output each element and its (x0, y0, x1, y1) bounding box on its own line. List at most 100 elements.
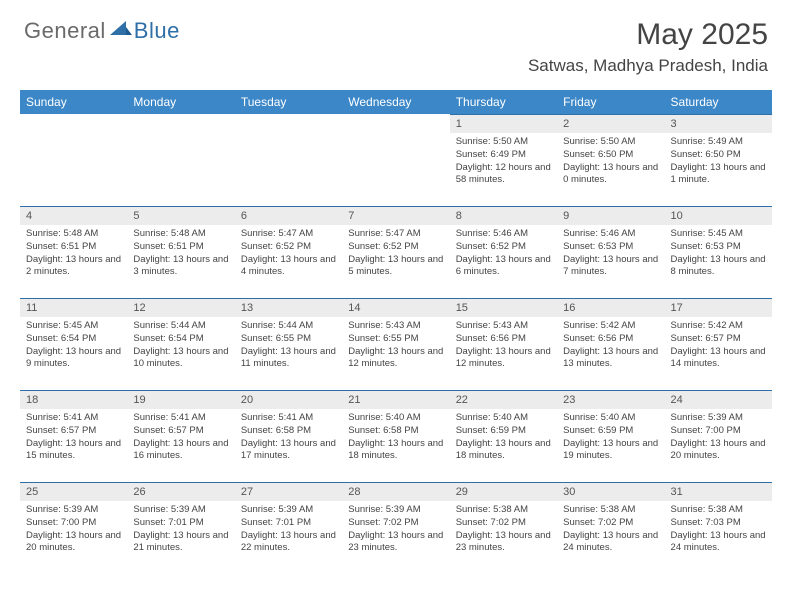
sunrise-line: Sunrise: 5:39 AM (348, 504, 420, 515)
sunset-line: Sunset: 7:00 PM (26, 517, 96, 528)
sunrise-line: Sunrise: 5:47 AM (348, 228, 420, 239)
sunrise-line: Sunrise: 5:42 AM (563, 320, 635, 331)
calendar-cell: 4Sunrise: 5:48 AMSunset: 6:51 PMDaylight… (20, 206, 127, 298)
sunset-line: Sunset: 7:02 PM (348, 517, 418, 528)
sunrise-line: Sunrise: 5:40 AM (348, 412, 420, 423)
day-number: 25 (20, 482, 127, 501)
daylight-line: Daylight: 13 hours and 24 minutes. (671, 530, 766, 554)
day-number: 30 (557, 482, 664, 501)
sunrise-line: Sunrise: 5:38 AM (671, 504, 743, 515)
sunrise-line: Sunrise: 5:47 AM (241, 228, 313, 239)
daylight-line: Daylight: 13 hours and 5 minutes. (348, 254, 443, 278)
calendar-cell: 12Sunrise: 5:44 AMSunset: 6:54 PMDayligh… (127, 298, 234, 390)
day-details: Sunrise: 5:46 AMSunset: 6:52 PMDaylight:… (450, 225, 557, 285)
day-number (342, 114, 449, 132)
daylight-line: Daylight: 13 hours and 11 minutes. (241, 346, 336, 370)
calendar-cell (235, 114, 342, 206)
sunset-line: Sunset: 6:59 PM (456, 425, 526, 436)
day-number: 19 (127, 390, 234, 409)
day-number: 21 (342, 390, 449, 409)
day-details: Sunrise: 5:44 AMSunset: 6:55 PMDaylight:… (235, 317, 342, 377)
day-number: 6 (235, 206, 342, 225)
calendar-cell: 5Sunrise: 5:48 AMSunset: 6:51 PMDaylight… (127, 206, 234, 298)
sunrise-line: Sunrise: 5:45 AM (671, 228, 743, 239)
day-number: 1 (450, 114, 557, 133)
sunset-line: Sunset: 6:50 PM (563, 149, 633, 160)
calendar-cell: 30Sunrise: 5:38 AMSunset: 7:02 PMDayligh… (557, 482, 664, 574)
sunset-line: Sunset: 6:56 PM (456, 333, 526, 344)
calendar-cell: 1Sunrise: 5:50 AMSunset: 6:49 PMDaylight… (450, 114, 557, 206)
day-details: Sunrise: 5:47 AMSunset: 6:52 PMDaylight:… (235, 225, 342, 285)
day-details: Sunrise: 5:48 AMSunset: 6:51 PMDaylight:… (20, 225, 127, 285)
day-details: Sunrise: 5:40 AMSunset: 6:59 PMDaylight:… (450, 409, 557, 469)
sunset-line: Sunset: 6:54 PM (26, 333, 96, 344)
calendar-cell: 11Sunrise: 5:45 AMSunset: 6:54 PMDayligh… (20, 298, 127, 390)
day-number: 16 (557, 298, 664, 317)
day-number: 26 (127, 482, 234, 501)
day-number: 5 (127, 206, 234, 225)
day-number: 10 (665, 206, 772, 225)
day-number: 24 (665, 390, 772, 409)
calendar-cell: 18Sunrise: 5:41 AMSunset: 6:57 PMDayligh… (20, 390, 127, 482)
sunset-line: Sunset: 6:55 PM (348, 333, 418, 344)
sunset-line: Sunset: 6:49 PM (456, 149, 526, 160)
sunset-line: Sunset: 6:53 PM (671, 241, 741, 252)
calendar-week: 11Sunrise: 5:45 AMSunset: 6:54 PMDayligh… (20, 298, 772, 390)
calendar-cell: 25Sunrise: 5:39 AMSunset: 7:00 PMDayligh… (20, 482, 127, 574)
day-details: Sunrise: 5:48 AMSunset: 6:51 PMDaylight:… (127, 225, 234, 285)
calendar-cell: 26Sunrise: 5:39 AMSunset: 7:01 PMDayligh… (127, 482, 234, 574)
day-details: Sunrise: 5:42 AMSunset: 6:57 PMDaylight:… (665, 317, 772, 377)
calendar-cell: 22Sunrise: 5:40 AMSunset: 6:59 PMDayligh… (450, 390, 557, 482)
sunrise-line: Sunrise: 5:44 AM (133, 320, 205, 331)
sunrise-line: Sunrise: 5:42 AM (671, 320, 743, 331)
day-number (235, 114, 342, 132)
sunrise-line: Sunrise: 5:46 AM (563, 228, 635, 239)
day-details: Sunrise: 5:39 AMSunset: 7:01 PMDaylight:… (127, 501, 234, 561)
title-block: May 2025 Satwas, Madhya Pradesh, India (528, 18, 768, 76)
sunrise-line: Sunrise: 5:41 AM (241, 412, 313, 423)
daylight-line: Daylight: 13 hours and 15 minutes. (26, 438, 121, 462)
sunset-line: Sunset: 6:58 PM (241, 425, 311, 436)
calendar-cell: 28Sunrise: 5:39 AMSunset: 7:02 PMDayligh… (342, 482, 449, 574)
day-details: Sunrise: 5:38 AMSunset: 7:02 PMDaylight:… (450, 501, 557, 561)
day-number: 20 (235, 390, 342, 409)
daylight-line: Daylight: 13 hours and 24 minutes. (563, 530, 658, 554)
day-details: Sunrise: 5:45 AMSunset: 6:54 PMDaylight:… (20, 317, 127, 377)
day-number: 7 (342, 206, 449, 225)
sunset-line: Sunset: 7:02 PM (563, 517, 633, 528)
sunrise-line: Sunrise: 5:43 AM (348, 320, 420, 331)
day-header: Saturday (665, 90, 772, 114)
sunset-line: Sunset: 6:52 PM (241, 241, 311, 252)
sunset-line: Sunset: 6:59 PM (563, 425, 633, 436)
daylight-line: Daylight: 13 hours and 19 minutes. (563, 438, 658, 462)
calendar-cell: 13Sunrise: 5:44 AMSunset: 6:55 PMDayligh… (235, 298, 342, 390)
day-details: Sunrise: 5:40 AMSunset: 6:58 PMDaylight:… (342, 409, 449, 469)
calendar-week: 4Sunrise: 5:48 AMSunset: 6:51 PMDaylight… (20, 206, 772, 298)
sunrise-line: Sunrise: 5:43 AM (456, 320, 528, 331)
day-header: Wednesday (342, 90, 449, 114)
sunset-line: Sunset: 6:58 PM (348, 425, 418, 436)
daylight-line: Daylight: 13 hours and 16 minutes. (133, 438, 228, 462)
calendar-cell: 14Sunrise: 5:43 AMSunset: 6:55 PMDayligh… (342, 298, 449, 390)
day-details: Sunrise: 5:39 AMSunset: 7:01 PMDaylight:… (235, 501, 342, 561)
calendar-week: 1 Sunrise: 5:50 AM Sunset: 6:49 PM Daylight… (20, 114, 772, 206)
sunrise-line: Sunrise: 5:38 AM (456, 504, 528, 515)
sunrise-line: Sunrise: 5:48 AM (133, 228, 205, 239)
daylight-line: Daylight: 13 hours and 21 minutes. (133, 530, 228, 554)
daylight-line: Daylight: 12 hours and 58 minutes. (456, 162, 551, 186)
calendar-cell: 10Sunrise: 5:45 AMSunset: 6:53 PMDayligh… (665, 206, 772, 298)
day-details: Sunrise: 5:41 AMSunset: 6:57 PMDaylight:… (127, 409, 234, 469)
daylight-line: Daylight: 13 hours and 17 minutes. (241, 438, 336, 462)
day-details: Sunrise: 5:41 AM Sunset: 6:58 PM Daylight:… (235, 409, 342, 469)
daylight-line: Daylight: 13 hours and 20 minutes. (671, 438, 766, 462)
daylight-line: Daylight: 13 hours and 14 minutes. (671, 346, 766, 370)
sunset-line: Sunset: 6:57 PM (133, 425, 203, 436)
calendar-cell: 21Sunrise: 5:40 AMSunset: 6:58 PMDayligh… (342, 390, 449, 482)
calendar-cell: 19Sunrise: 5:41 AMSunset: 6:57 PMDayligh… (127, 390, 234, 482)
sunrise-line: Sunrise: 5:50 AM (563, 136, 635, 147)
calendar-cell: 15Sunrise: 5:43 AMSunset: 6:56 PMDayligh… (450, 298, 557, 390)
day-number: 23 (557, 390, 664, 409)
day-header: Friday (557, 90, 664, 114)
day-number: 22 (450, 390, 557, 409)
day-number (20, 114, 127, 132)
